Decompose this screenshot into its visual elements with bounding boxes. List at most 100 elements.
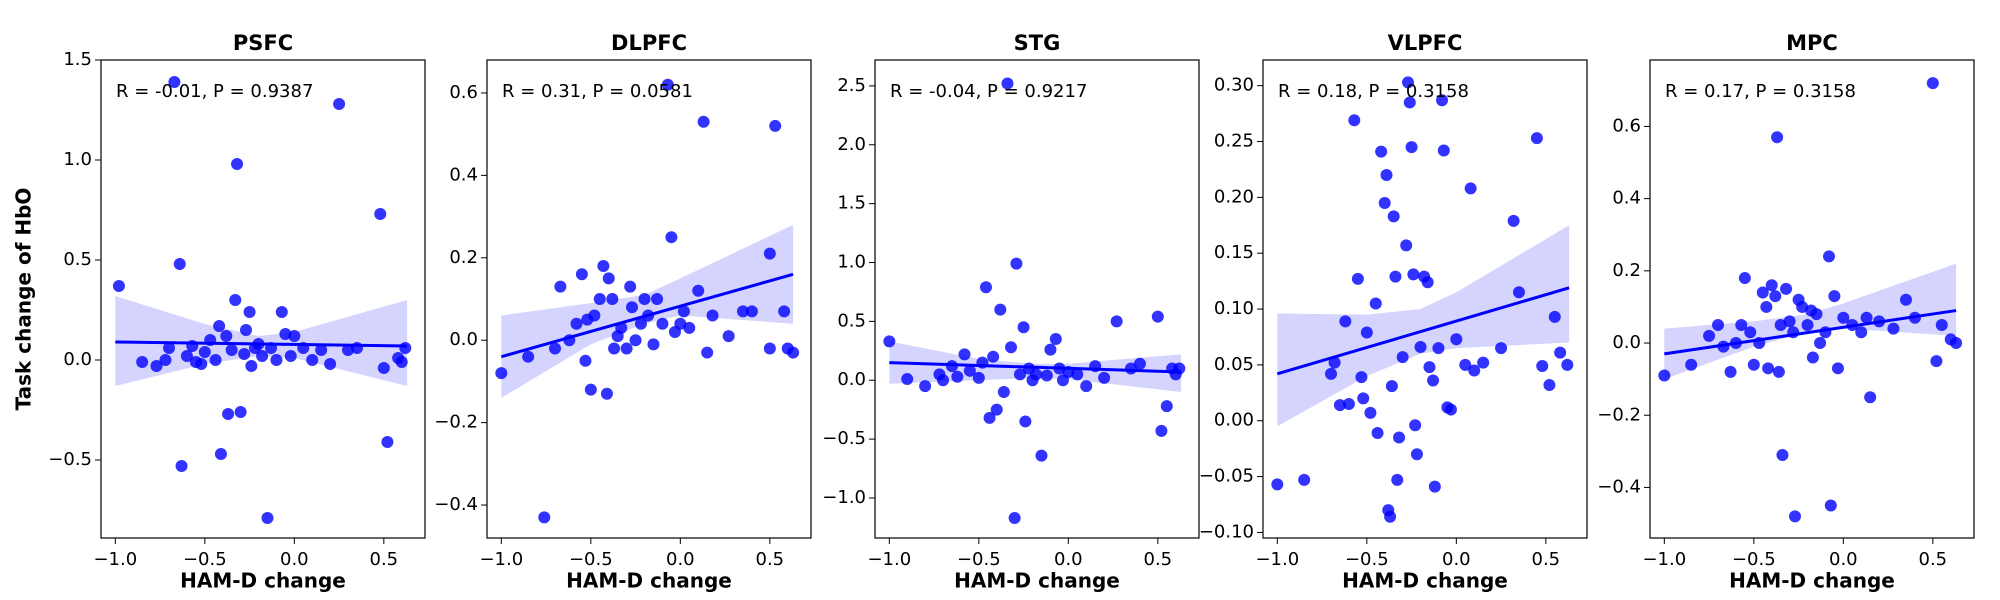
panel: −1.0 −0.5 0.0 0.5 −0.4 −0.2 0.0 0.2 0.4 0.6 DLPFC H… xyxy=(434,31,812,593)
axes-frame xyxy=(486,59,812,539)
data-point xyxy=(778,305,791,318)
data-point xyxy=(1735,318,1748,331)
data-point xyxy=(588,309,601,322)
y-tick-label: −0.5 xyxy=(822,428,866,449)
data-point xyxy=(1044,343,1057,356)
data-point xyxy=(883,335,896,348)
data-point xyxy=(399,342,412,354)
x-tick-label: 0.0 xyxy=(1442,549,1471,570)
data-point xyxy=(1744,326,1757,339)
data-point xyxy=(647,338,660,351)
x-tick-label: −1.0 xyxy=(93,549,137,570)
data-point xyxy=(1432,342,1445,355)
data-point xyxy=(1864,391,1877,404)
data-point xyxy=(997,386,1010,399)
data-point xyxy=(1351,272,1364,285)
data-point xyxy=(173,258,186,270)
data-point xyxy=(1110,315,1123,328)
data-point xyxy=(994,303,1007,316)
data-point xyxy=(1760,300,1773,313)
data-point xyxy=(1423,361,1436,374)
annotation: R = 0.31, P = 0.0581 xyxy=(502,81,693,102)
data-point xyxy=(677,305,690,318)
data-point xyxy=(1001,77,1014,90)
x-tick-label: 0.5 xyxy=(1532,549,1561,570)
data-point xyxy=(1814,337,1827,350)
data-point xyxy=(1801,318,1814,331)
y-tick-label: 0.30 xyxy=(1214,75,1254,96)
data-point xyxy=(220,330,233,342)
data-point xyxy=(937,374,950,387)
y-tick-label: 1.5 xyxy=(63,49,92,70)
data-point xyxy=(1271,478,1284,491)
data-point xyxy=(697,115,710,128)
data-point xyxy=(1428,480,1441,493)
data-point xyxy=(1554,346,1567,359)
data-point xyxy=(1414,341,1427,354)
data-point xyxy=(231,158,244,170)
data-point xyxy=(1380,169,1393,182)
data-point xyxy=(983,411,996,424)
data-point xyxy=(1831,362,1844,375)
data-point xyxy=(1017,321,1030,334)
panel: −1.0 −0.5 0.0 0.5 −0.10 −0.05 0.00 0.05 0.10 0.15… xyxy=(1199,31,1588,593)
data-point xyxy=(1405,141,1418,154)
data-point xyxy=(979,281,992,294)
y-tick-label: −1.0 xyxy=(822,487,866,508)
data-point xyxy=(1348,114,1361,127)
data-point xyxy=(1495,342,1508,355)
data-point xyxy=(214,448,227,460)
data-point xyxy=(692,284,705,297)
data-point xyxy=(112,280,125,292)
x-tick-label: 0.0 xyxy=(1829,549,1858,570)
x-axis-label: HAM-D change xyxy=(1342,569,1508,593)
data-point xyxy=(1355,371,1368,384)
data-point xyxy=(1788,510,1801,523)
data-point xyxy=(270,354,283,366)
y-tick-label: 1.5 xyxy=(837,193,866,214)
data-point xyxy=(333,98,346,110)
x-tick-label: −0.5 xyxy=(1345,549,1389,570)
data-point xyxy=(1410,448,1423,461)
data-point xyxy=(683,321,696,334)
x-axis-label: HAM-D change xyxy=(1729,569,1895,593)
x-tick-label: 0.0 xyxy=(280,549,309,570)
confidence-band xyxy=(1277,225,1570,427)
regression-line xyxy=(115,340,408,348)
x-tick-label: 0.0 xyxy=(1054,549,1083,570)
panel-title: VLPFC xyxy=(1388,31,1463,55)
data-point xyxy=(1387,210,1400,223)
data-point xyxy=(1464,182,1477,195)
data-point xyxy=(1409,419,1422,432)
data-point xyxy=(1328,356,1341,369)
data-point xyxy=(736,305,749,318)
data-point xyxy=(1371,427,1384,440)
x-tick-label: 0.0 xyxy=(666,549,695,570)
annotation: R = -0.04, P = 0.9217 xyxy=(890,81,1087,102)
y-tick-label: 0.4 xyxy=(449,164,478,185)
data-point xyxy=(238,348,251,360)
data-point xyxy=(1824,499,1837,512)
data-point xyxy=(1389,270,1402,283)
data-point xyxy=(1325,367,1338,380)
data-point xyxy=(1477,356,1490,369)
y-tick-label: 0.4 xyxy=(1612,188,1641,209)
data-point xyxy=(163,342,176,354)
data-point xyxy=(1950,337,1963,350)
data-point xyxy=(1747,358,1760,371)
x-axis-label: HAM-D change xyxy=(180,569,346,593)
data-point xyxy=(261,512,274,524)
y-tick-label: 0.15 xyxy=(1214,242,1254,263)
data-point xyxy=(1658,369,1671,382)
data-point xyxy=(1160,400,1173,413)
data-point xyxy=(1512,286,1525,299)
y-tick-label: −0.4 xyxy=(434,494,478,515)
data-point xyxy=(990,403,1003,416)
data-point xyxy=(638,293,651,305)
data-point xyxy=(1008,511,1021,524)
data-point xyxy=(324,358,337,370)
regression-line xyxy=(500,272,794,359)
y-tick-label: 0.00 xyxy=(1214,410,1254,431)
data-point xyxy=(1530,132,1543,145)
data-point xyxy=(593,293,606,305)
